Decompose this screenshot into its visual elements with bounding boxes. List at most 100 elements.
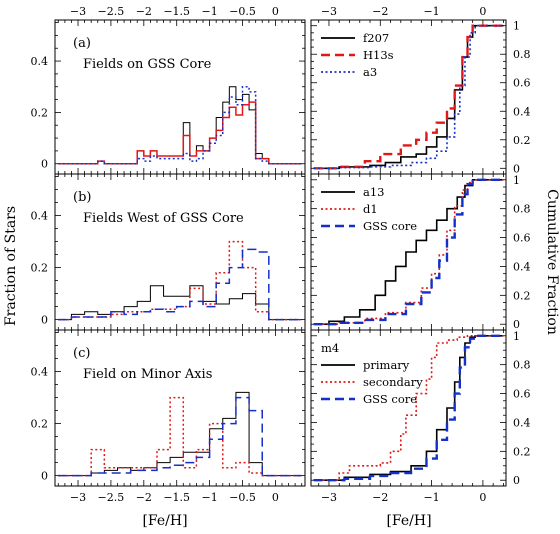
cum-series-a13 xyxy=(313,178,504,326)
plot-area xyxy=(313,24,504,170)
y-tick-label: 0.4 xyxy=(31,210,49,223)
legend-entry: primary xyxy=(363,358,410,372)
y-tick-label: 0.2 xyxy=(31,262,49,275)
y-tick-label: 0.6 xyxy=(513,232,531,245)
x-tick-label-bottom: −3 xyxy=(70,491,86,504)
y-tick-label: 0.8 xyxy=(513,203,531,216)
panel-a: 0 0.2 0.4 −3 −2.5 −2 −1.5 −1 −0.5 0 (a) Fields on G… xyxy=(31,5,306,175)
y-tick-label: 0.2 xyxy=(513,289,531,302)
y-tick-label: 1 xyxy=(513,174,520,187)
x-tick-label-top: −2 xyxy=(136,5,152,18)
panel-b: 0 0.2 0.4 (b) Fields West of GSS Core xyxy=(31,173,306,331)
x-tick-label-bottom: −1 xyxy=(201,491,217,504)
cum-series-f207 xyxy=(313,24,504,170)
panel-title: Fields on GSS Core xyxy=(83,57,212,72)
legend-entry: secondary xyxy=(363,375,423,389)
hist-series-GSS-core xyxy=(58,248,302,321)
legend-entry: GSS core xyxy=(363,219,417,233)
legend-title: m4 xyxy=(321,341,339,355)
x-tick-label-bottom: 0 xyxy=(272,491,279,504)
cum-series-a3 xyxy=(313,24,504,170)
plot-area xyxy=(313,178,504,326)
x-tick-label-bottom: 0 xyxy=(479,491,486,504)
right-y-axis-title: Cumulative Fraction xyxy=(544,189,560,335)
panel-a-cum: 0 0.2 0.4 0.6 0.8 1 −3 −2 −1 0 f207 H13s a3 xyxy=(310,5,531,175)
y-tick-label: 0.4 xyxy=(31,366,49,379)
x-tick-label-bottom: −2.5 xyxy=(98,491,125,504)
x-tick-label-top: 0 xyxy=(272,5,279,18)
hist-series-H13s xyxy=(58,101,302,165)
y-tick-label: 0.4 xyxy=(513,260,531,273)
panel-label: (a) xyxy=(73,36,91,51)
y-tick-label: 1 xyxy=(513,330,520,343)
x-tick-label-bottom: −3 xyxy=(321,491,337,504)
legend-entry: d1 xyxy=(363,202,378,216)
panel-label: (b) xyxy=(73,190,91,205)
legend-entry: a3 xyxy=(363,65,377,79)
hist-series-a3 xyxy=(58,85,302,165)
y-tick-label: 0.8 xyxy=(513,48,531,61)
x-tick-label-top: −1 xyxy=(201,5,217,18)
hist-series-secondary xyxy=(58,396,302,477)
right-x-axis-title: [Fe/H] xyxy=(386,513,431,529)
y-tick-label: 0 xyxy=(513,318,520,331)
y-tick-label: 0 xyxy=(513,162,520,175)
y-tick-label: 0 xyxy=(513,474,520,487)
x-tick-label-bottom: −1.5 xyxy=(163,491,190,504)
x-tick-label-bottom: −2 xyxy=(136,491,152,504)
y-tick-label: 0 xyxy=(41,158,48,171)
y-tick-label: 0 xyxy=(41,314,48,327)
panel-title: Fields West of GSS Core xyxy=(83,211,244,226)
plot-area xyxy=(58,240,302,321)
panel-frame xyxy=(54,329,306,487)
hist-series-d1 xyxy=(58,240,302,321)
legend-entry: H13s xyxy=(363,48,394,62)
legend-entry: GSS core xyxy=(363,392,417,406)
plot-area xyxy=(58,391,302,477)
y-tick-label: 0.2 xyxy=(513,134,531,147)
cum-series-d1 xyxy=(313,178,504,326)
legend-entry: f207 xyxy=(363,31,389,45)
x-tick-label-top: −3 xyxy=(70,5,86,18)
panel-c: 0 0.2 0.4 −3 −2.5 −2 −1.5 −1 −0.5 0 (c) Field on Mi… xyxy=(31,329,306,504)
panel-frame xyxy=(54,19,306,175)
left-y-axis-title: Fraction of Stars xyxy=(3,206,19,326)
cum-series-H13s xyxy=(313,24,504,170)
panel-c-cum: 0 0.2 0.4 0.6 0.8 1 −3 −2 −1 0 m4 primary secondary G… xyxy=(310,329,531,504)
y-tick-label: 0.6 xyxy=(513,77,531,90)
cum-series-GSS-core xyxy=(313,178,504,326)
y-tick-label: 0.6 xyxy=(513,388,531,401)
hist-series-primary xyxy=(58,391,302,477)
panel-frame xyxy=(310,19,507,175)
y-tick-label: 0.2 xyxy=(31,418,49,431)
y-tick-label: 0.4 xyxy=(513,105,531,118)
x-tick-label-top: 0 xyxy=(479,5,486,18)
y-tick-label: 1 xyxy=(513,20,520,33)
x-tick-label-top: −2 xyxy=(372,5,388,18)
hist-series-f207 xyxy=(58,86,302,165)
y-tick-label: 0.2 xyxy=(513,445,531,458)
x-tick-label-top: −1 xyxy=(423,5,439,18)
panel-label: (c) xyxy=(73,346,90,361)
x-tick-label-bottom: −1 xyxy=(423,491,439,504)
hist-series-a13 xyxy=(58,285,302,321)
y-tick-label: 0 xyxy=(41,470,48,483)
x-tick-label-top: −1.5 xyxy=(163,5,190,18)
panel-b-cum: 0 0.2 0.4 0.6 0.8 1 a13 d1 GSS core xyxy=(310,173,531,331)
cum-series-primary xyxy=(313,334,504,482)
x-tick-label-top: −3 xyxy=(321,5,337,18)
legend-entry: a13 xyxy=(363,185,385,199)
left-x-axis-title: [Fe/H] xyxy=(142,513,187,529)
y-tick-label: 0.4 xyxy=(31,55,49,68)
panel-title: Field on Minor Axis xyxy=(83,367,212,382)
panel-frame xyxy=(310,329,507,487)
plot-area xyxy=(58,85,302,165)
plot-area xyxy=(313,334,504,482)
x-tick-label-bottom: −0.5 xyxy=(229,491,256,504)
cum-series-GSS-core xyxy=(313,334,504,482)
y-tick-label: 0.2 xyxy=(31,106,49,119)
x-tick-label-bottom: −2 xyxy=(372,491,388,504)
x-tick-label-top: −2.5 xyxy=(98,5,125,18)
y-tick-label: 0.8 xyxy=(513,359,531,372)
hist-series-GSS-core xyxy=(58,396,302,477)
